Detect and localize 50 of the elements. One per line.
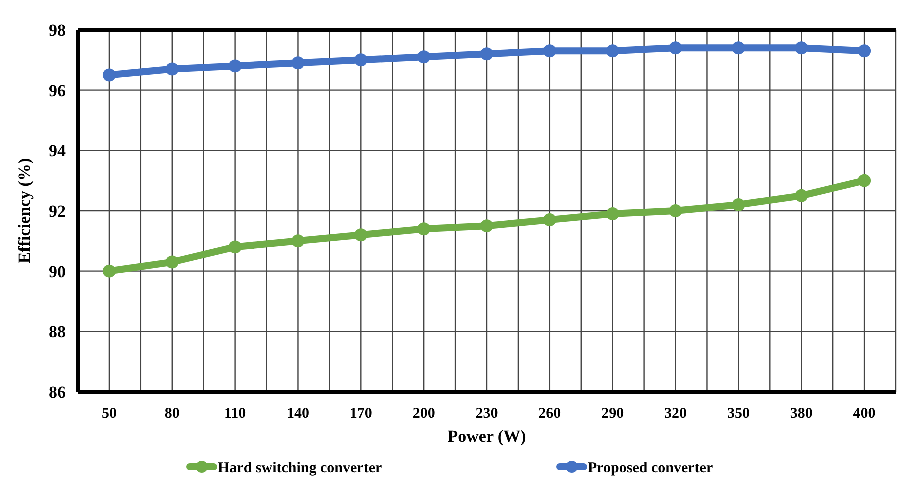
point [606, 44, 620, 58]
y-tick-label: 98 [49, 20, 66, 40]
x-tick-label: 290 [602, 406, 624, 422]
point [606, 208, 620, 221]
y-tick-label: 86 [49, 382, 66, 402]
y-axis-title: Efficiency (%) [15, 158, 34, 264]
x-tick-label: 260 [538, 406, 562, 422]
x-tick-label: 200 [412, 406, 436, 422]
point [732, 42, 746, 55]
point [858, 174, 872, 188]
x-tick-label: 320 [664, 406, 688, 422]
point [354, 54, 368, 67]
point [543, 44, 556, 58]
point [418, 222, 431, 236]
y-tick-label: 94 [49, 142, 66, 161]
point [292, 234, 305, 248]
x-tick-label: 50 [102, 406, 117, 422]
point [669, 42, 682, 55]
point [418, 50, 431, 64]
point [480, 220, 494, 233]
y-tick-label: 96 [49, 81, 66, 100]
point [795, 42, 808, 55]
point [543, 214, 556, 227]
x-tick-label: 80 [164, 406, 180, 422]
point [480, 48, 494, 61]
x-tick-label: 170 [350, 406, 372, 422]
x-tick-label: 140 [286, 406, 310, 422]
y-tick-label: 88 [49, 322, 66, 342]
point [102, 68, 116, 82]
point [669, 204, 682, 218]
x-tick-label: 380 [790, 406, 813, 422]
legend-label: Hard switching converter [218, 460, 382, 476]
y-tick-label: 90 [49, 262, 66, 282]
point [166, 62, 179, 76]
x-tick-label: 230 [476, 406, 498, 422]
legend-label: Proposed converter [588, 460, 714, 476]
x-tick-label: 350 [727, 406, 750, 422]
point [228, 240, 242, 254]
point [166, 256, 179, 269]
point [102, 264, 116, 278]
x-axis-title: Power (W) [448, 427, 526, 446]
point [858, 44, 872, 58]
y-tick-label: 92 [49, 202, 66, 221]
point [795, 189, 808, 202]
point [292, 56, 305, 70]
point [228, 60, 242, 73]
x-tick-label: 110 [224, 406, 246, 422]
point [732, 198, 746, 212]
point [354, 228, 368, 242]
x-tick-label: 400 [853, 406, 876, 422]
